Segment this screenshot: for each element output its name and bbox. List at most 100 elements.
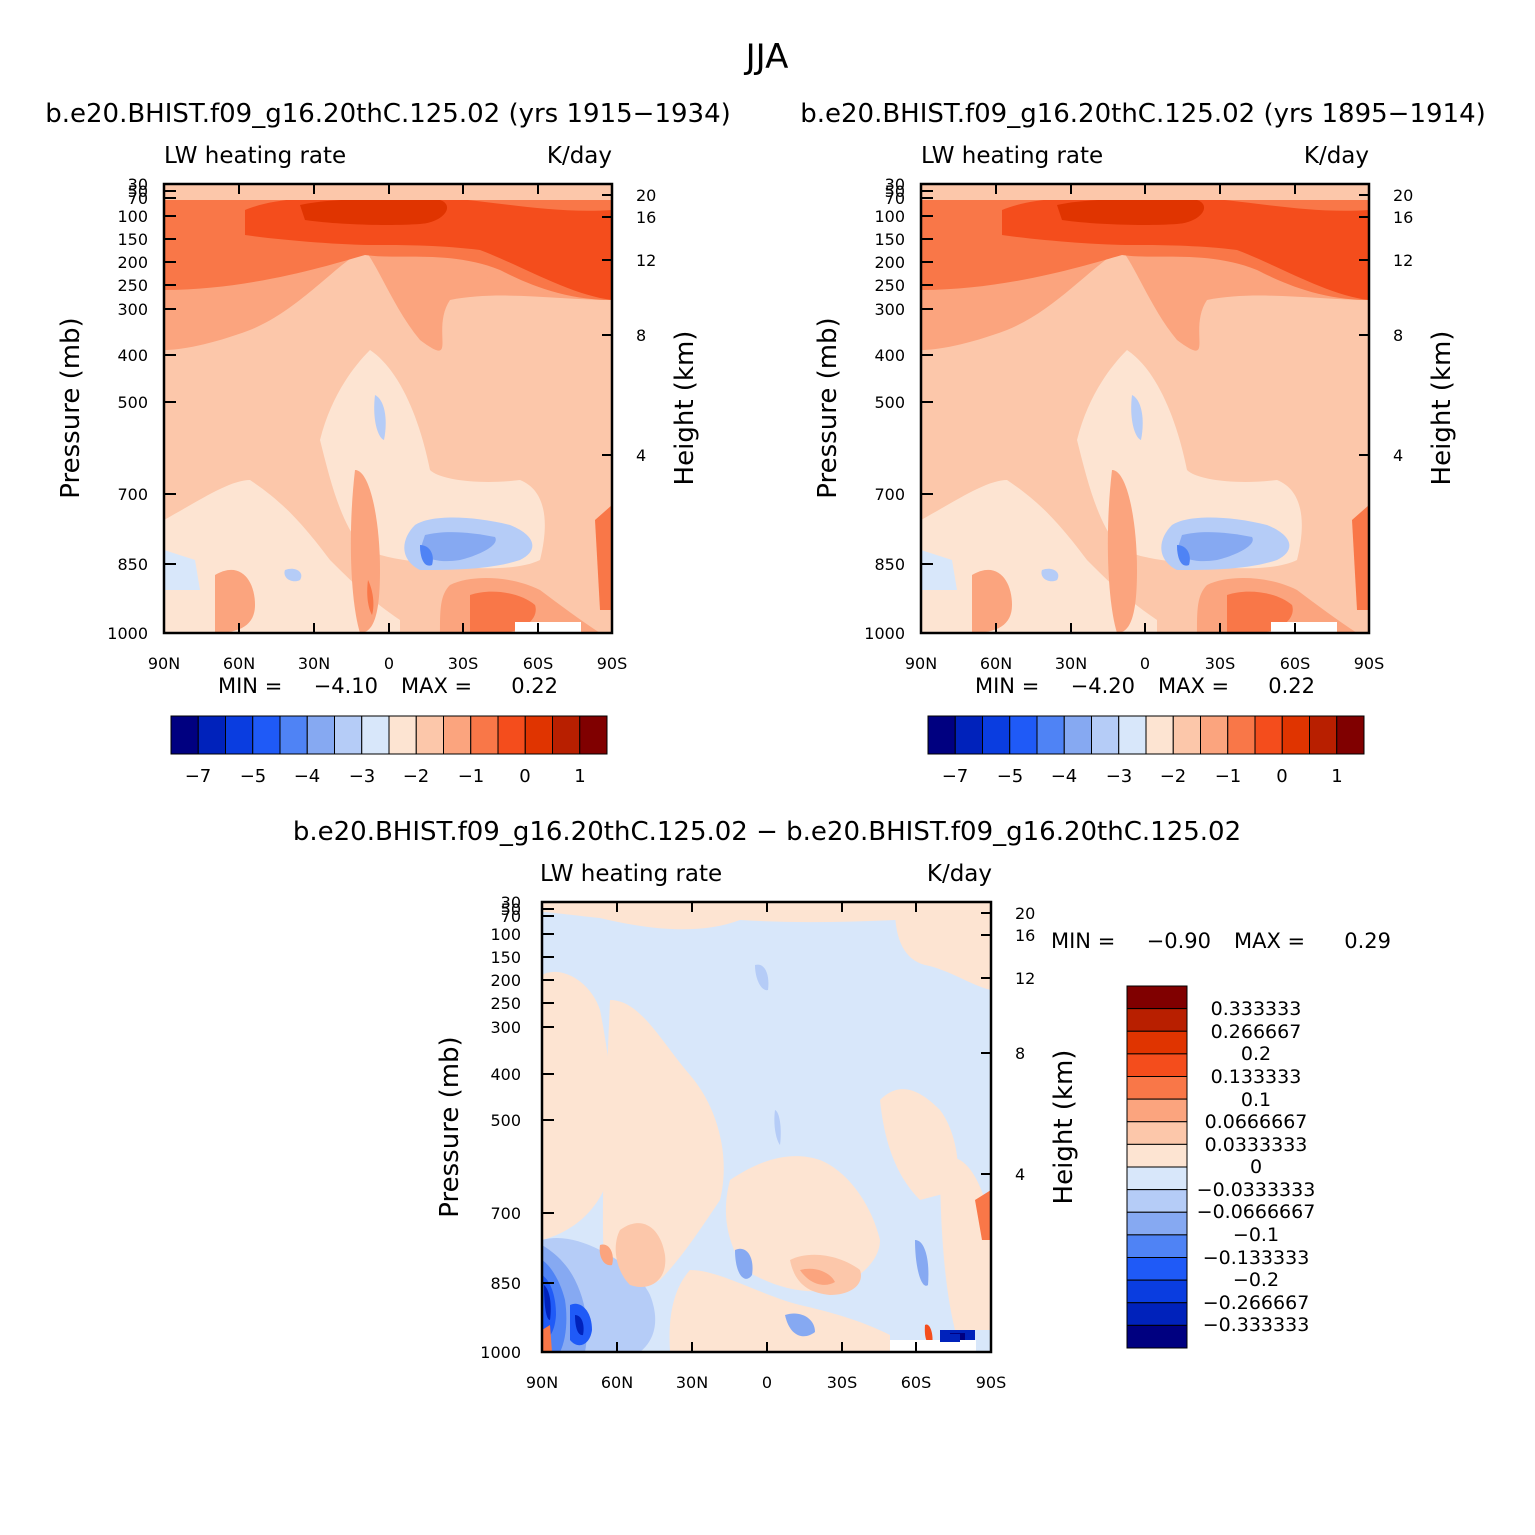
colorbar-swatch <box>170 715 199 755</box>
panel-b-colorbar-swatches <box>927 715 1365 755</box>
colorbar-swatch <box>1200 715 1229 755</box>
colorbar-swatch <box>1254 715 1283 755</box>
panel-b-ytick-label: 200 <box>874 253 905 272</box>
panel-c-colorbar-label: 0.1 <box>1241 1089 1271 1111</box>
panel-c-colorbar-label: 0.266667 <box>1211 1021 1302 1043</box>
panel-b-colorbar-label: −5 <box>997 766 1024 787</box>
panel-b-xtick-label: 60S <box>1280 654 1311 673</box>
panel-c-colorbar-label: −0.133333 <box>1203 1247 1310 1269</box>
colorbar-swatch <box>1126 985 1188 1010</box>
colorbar-swatch <box>1063 715 1092 755</box>
panel-a-ytick-label: 50 <box>128 182 148 201</box>
panel-b-colorbar-label: 0 <box>1276 766 1287 787</box>
panel-c-xtick-label: 90S <box>976 1373 1007 1392</box>
panel-b-height-tick-label: 12 <box>1393 251 1413 270</box>
panel-c-ytick-label: 250 <box>490 994 521 1013</box>
colorbar-swatch <box>1227 715 1256 755</box>
panel-a-right-axis: 20 16 12 8 4 <box>602 186 656 465</box>
panel-a-height-tick-label: 4 <box>636 446 646 465</box>
panel-a-ytick-label: 850 <box>117 555 148 574</box>
colorbar-swatch <box>197 715 226 755</box>
colorbar-swatch <box>927 715 956 755</box>
panel-a-ytick-label: 100 <box>117 207 148 226</box>
panel-b-right-axis: 20 16 12 8 4 <box>1359 186 1413 465</box>
panel-c-contour-field <box>542 902 991 1352</box>
panel-c-colorbar-label: 0 <box>1250 1156 1262 1178</box>
colorbar-swatch <box>306 715 335 755</box>
panel-b-xtick-label: 30N <box>1055 654 1087 673</box>
panel-c-height-tick-label: 20 <box>1015 904 1035 923</box>
panel-b-xtick-label: 90N <box>905 654 937 673</box>
panel-c-ylabel-right: Height (km) <box>1049 1050 1079 1205</box>
panel-c-height-tick-label: 4 <box>1015 1165 1025 1184</box>
panel-c-colorbar-label: −0.2 <box>1233 1269 1279 1291</box>
panel-a-minmax: MIN = −4.10 MAX = 0.22 <box>218 674 558 698</box>
panel-a-colorbar-swatches <box>170 715 608 755</box>
colorbar-swatch <box>954 715 983 755</box>
panel-b-colorbar-label: −3 <box>1106 766 1133 787</box>
panel-b-ytick-label: 700 <box>874 485 905 504</box>
panel-c: b.e20.BHIST.f09_g16.20thC.125.02 − b.e20… <box>293 817 1391 1392</box>
figure-title: JJA <box>744 37 789 77</box>
panel-c-height-tick-label: 8 <box>1015 1044 1025 1063</box>
colorbar-swatch <box>1309 715 1338 755</box>
panel-a-xtick-label: 90N <box>148 654 180 673</box>
colorbar-swatch <box>470 715 499 755</box>
colorbar-swatch <box>279 715 308 755</box>
panel-c-minmax: MIN = −0.90 MAX = 0.29 <box>1051 929 1391 953</box>
panel-a-left-axis: 30 50 70 100 150 200 250 300 400 500 700… <box>107 175 176 643</box>
panel-a-height-tick-label: 8 <box>636 326 646 345</box>
panel-a-colorbar-label: −4 <box>294 766 321 787</box>
panel-b-left-axis: 30 50 70 100 150 200 250 300 400 500 700… <box>864 175 933 643</box>
panel-b-xtick-label: 60N <box>980 654 1012 673</box>
panel-b-contour-field <box>921 184 1369 633</box>
colorbar-swatch <box>1118 715 1147 755</box>
colorbar-swatch <box>1126 1076 1188 1100</box>
panel-a-units-label: K/day <box>547 143 612 169</box>
panel-c-xtick-label: 60N <box>601 1373 633 1392</box>
panel-c-ytick-label: 700 <box>490 1204 521 1223</box>
panel-b-units-label: K/day <box>1304 143 1369 169</box>
colorbar-swatch <box>1126 1166 1188 1191</box>
panel-b-ytick-label: 500 <box>874 393 905 412</box>
panel-b-ytick-label: 1000 <box>864 624 905 643</box>
panel-a-ytick-label: 150 <box>117 230 148 249</box>
panel-a-colorbar-label: −5 <box>240 766 267 787</box>
colorbar-swatch <box>361 715 390 755</box>
panel-c-ylabel: Pressure (mb) <box>435 1036 465 1217</box>
colorbar-swatch <box>1009 715 1038 755</box>
panel-c-xtick-label: 60S <box>901 1373 932 1392</box>
colorbar-swatch <box>388 715 417 755</box>
panel-a-colorbar-label: 0 <box>519 766 530 787</box>
panel-a-ytick-label: 700 <box>117 485 148 504</box>
panel-a-xtick-label: 60N <box>223 654 255 673</box>
panel-b-height-tick-label: 16 <box>1393 208 1413 227</box>
panel-c-ytick-label: 100 <box>490 925 521 944</box>
panel-b-field-label: LW heating rate <box>921 143 1103 169</box>
panel-c-colorbar-label: 0.2 <box>1241 1043 1271 1065</box>
panel-c-ytick-label: 30 <box>501 893 521 912</box>
panel-c-ytick-label: 850 <box>490 1274 521 1293</box>
panel-b-colorbar: −7 −5 −4 −3 −2 −1 0 1 <box>927 715 1365 787</box>
panel-b-ytick-label: 850 <box>874 555 905 574</box>
panel-c-ytick-label: 200 <box>490 971 521 990</box>
panel-b-xtick-label: 0 <box>1140 654 1150 673</box>
panel-b-height-tick-label: 8 <box>1393 326 1403 345</box>
panel-a-xtick-label: 30N <box>298 654 330 673</box>
panel-b-ylabel-right: Height (km) <box>1427 331 1457 486</box>
panel-c-colorbar-label: −0.1 <box>1233 1224 1279 1246</box>
panel-b-ytick-label: 150 <box>874 230 905 249</box>
panel-a-colorbar: −7 −5 −4 −3 −2 −1 0 1 <box>170 715 608 787</box>
colorbar-swatch <box>1126 1234 1188 1258</box>
panel-c-colorbar-label: −0.266667 <box>1203 1292 1310 1314</box>
panel-c-ytick-label: 70 <box>501 907 521 926</box>
panel-b-ytick-label: 70 <box>885 189 905 208</box>
colorbar-swatch <box>1126 1053 1188 1077</box>
panel-b-ytick-label: 300 <box>874 300 905 319</box>
panel-b-ytick-label: 30 <box>885 175 905 194</box>
panel-c-title: b.e20.BHIST.f09_g16.20thC.125.02 − b.e20… <box>293 817 1241 847</box>
panel-c-ytick-label: 500 <box>490 1111 521 1130</box>
panel-c-xtick-label: 30S <box>827 1373 858 1392</box>
panel-a-ytick-label: 1000 <box>107 624 148 643</box>
